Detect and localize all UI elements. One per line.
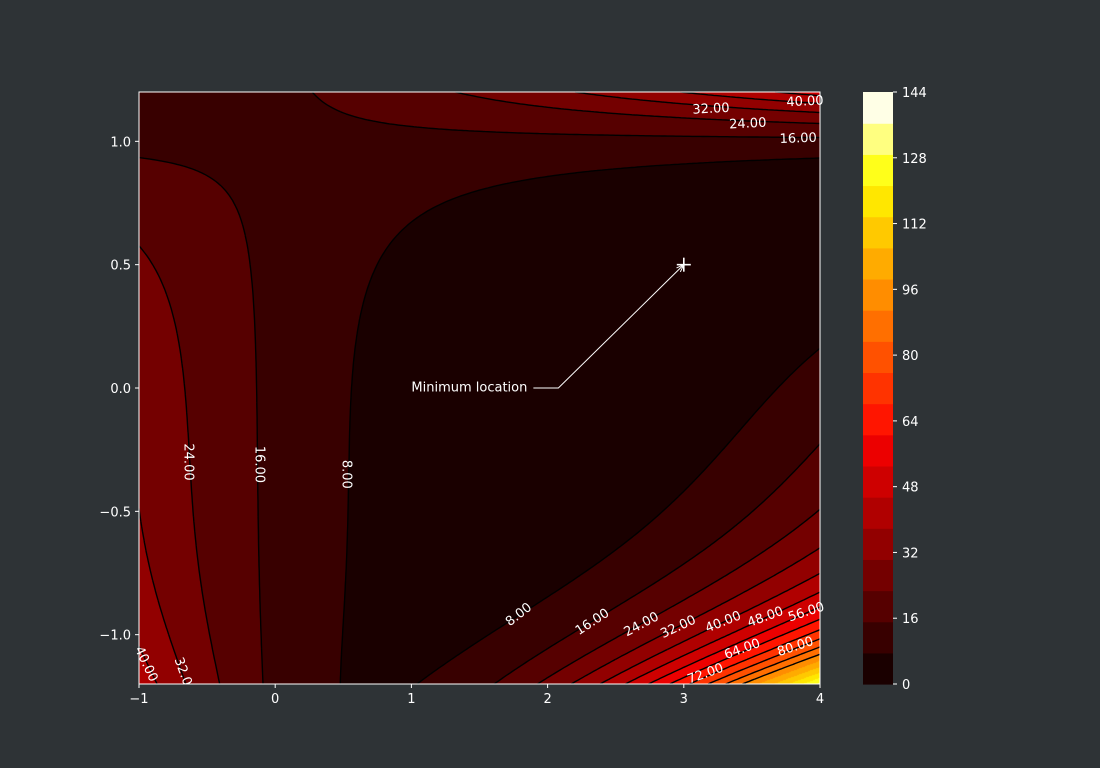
contour-label: 40.00 [786, 93, 824, 110]
colorbar-segment [863, 92, 893, 124]
contour-line-16 [138, 91, 821, 685]
minimum-marker-icon [676, 257, 691, 272]
colorbar-tick-label: 48 [902, 481, 919, 496]
contour-label: 16.00 [779, 131, 817, 147]
colorbar-segment [863, 652, 893, 685]
annotation-text: Minimum location [411, 381, 527, 396]
colorbar-segment [863, 123, 893, 155]
colorbar-tick-label: 16 [902, 612, 919, 627]
colorbar-segment [863, 434, 893, 467]
colorbar-tick-label: 96 [902, 283, 919, 298]
annotation-layer: Minimum location [411, 257, 691, 396]
colorbar-tick-label: 80 [902, 349, 919, 364]
annotation-arrow [533, 264, 685, 389]
contour-label: 24.00 [729, 116, 767, 133]
colorbar-segment [863, 185, 893, 218]
colorbar-tick-label: 144 [902, 86, 927, 101]
y-tick-label: 0.0 [110, 382, 131, 397]
colorbar-tick-label: 64 [902, 415, 919, 430]
contour-label: 24.00 [181, 443, 196, 480]
y-tick-label: 1.0 [110, 135, 131, 150]
x-axis: −1 0 1 2 3 4 [129, 684, 824, 707]
contour-line-56 [648, 606, 821, 685]
colorbar-segment [863, 372, 893, 405]
colorbar-tick-label: 32 [902, 546, 919, 561]
colorbar-segment [863, 278, 893, 311]
contour-line-72 [689, 629, 821, 685]
contour-line-24 [138, 91, 821, 685]
x-tick-label: 4 [816, 692, 824, 707]
colorbar-segment [863, 621, 893, 654]
colorbar-segment [863, 528, 893, 560]
colorbar-segment [863, 497, 893, 529]
colorbar-tick-label: 0 [902, 678, 910, 693]
contour-line-32 [138, 91, 821, 685]
colorbar: 0 16 32 48 64 80 96 112 128 144 [863, 86, 927, 693]
contour-label: 16.00 [251, 446, 266, 483]
x-tick-label: 1 [407, 692, 415, 707]
y-tick-label: 0.5 [110, 259, 131, 274]
y-tick-label: −0.5 [99, 505, 131, 520]
contour-line-8 [339, 157, 821, 685]
colorbar-segment [863, 310, 893, 342]
colorbar-segment [863, 216, 893, 249]
x-tick-label: 3 [680, 692, 688, 707]
colorbar-segment [863, 465, 893, 498]
y-tick-label: −1.0 [99, 629, 131, 644]
colorbar-segment [863, 154, 893, 187]
colorbar-tick-label: 128 [902, 152, 927, 167]
colorbar-segment [863, 559, 893, 592]
x-tick-label: 0 [271, 692, 279, 707]
colorbar-tick-label: 112 [902, 218, 927, 233]
x-tick-label: −1 [129, 692, 148, 707]
colorbar-segment [863, 341, 893, 374]
contour-label: 8.00 [339, 460, 354, 489]
x-tick-label: 2 [543, 692, 551, 707]
y-axis: −1.0 −0.5 0.0 0.5 1.0 [99, 135, 139, 644]
contour-label: 32.00 [692, 101, 730, 118]
colorbar-segment [863, 247, 893, 280]
colorbar-segment [863, 403, 893, 436]
colorbar-segment [863, 590, 893, 623]
